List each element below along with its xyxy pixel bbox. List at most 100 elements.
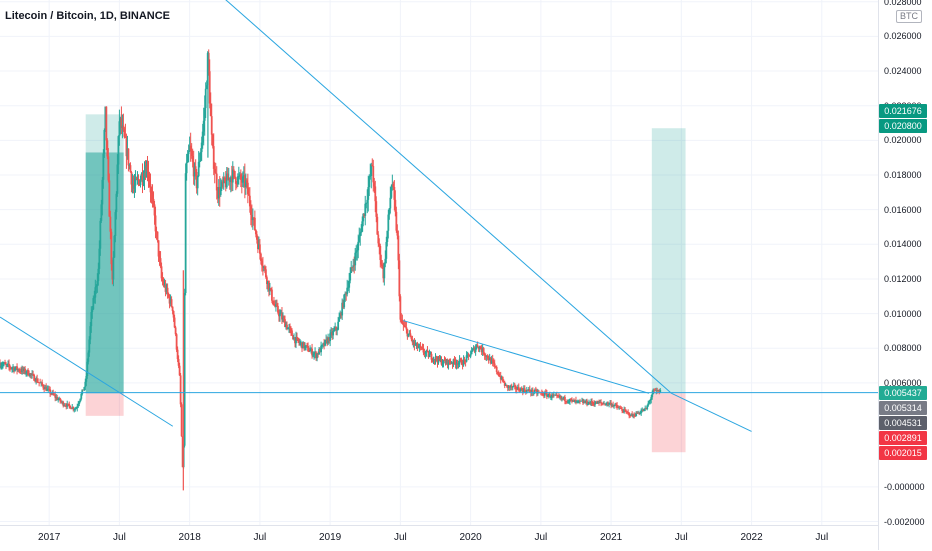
candle-body <box>446 359 449 366</box>
candle-body <box>30 373 33 375</box>
candle-body <box>648 401 651 404</box>
candle-body <box>451 363 454 365</box>
candle-body <box>594 403 596 405</box>
candle-body <box>34 380 37 382</box>
candle-body <box>92 298 95 310</box>
currency-unit-badge[interactable]: BTC <box>896 10 922 23</box>
candle-body <box>497 373 500 377</box>
trendline-layer[interactable] <box>0 0 878 432</box>
candle-body <box>566 401 568 403</box>
candle-body <box>406 329 409 337</box>
candle-body <box>473 347 476 352</box>
candle-body <box>363 213 366 216</box>
candle-body <box>141 173 144 183</box>
candle-body <box>485 355 488 357</box>
y-tick-label: 0.010000 <box>884 308 922 319</box>
candle-body <box>43 387 46 390</box>
candle-body <box>81 389 84 394</box>
candle-body <box>102 153 105 180</box>
candle-body <box>56 397 59 400</box>
candle-body <box>11 368 13 369</box>
candle-body <box>236 176 239 184</box>
candle-body <box>44 386 47 390</box>
candle-body <box>271 289 273 301</box>
candle-body <box>163 284 166 286</box>
candle-body <box>65 405 68 407</box>
candle-body <box>659 389 662 393</box>
candle-body <box>14 368 16 371</box>
candle-body <box>233 170 236 178</box>
candle-body <box>608 403 610 405</box>
candle-body <box>464 359 467 362</box>
candle-body <box>91 309 94 313</box>
candle-body <box>430 353 433 360</box>
candle-body <box>622 410 625 413</box>
candle-body <box>393 186 396 200</box>
candle-body <box>517 387 520 391</box>
candle-body <box>548 393 551 398</box>
candle-body <box>373 182 376 187</box>
candle-body <box>312 354 314 356</box>
candle-body <box>230 177 233 183</box>
candle-body <box>343 294 346 308</box>
candle-body <box>291 330 293 336</box>
candle-body <box>162 281 165 286</box>
candle-body <box>492 361 495 364</box>
candle-body <box>45 386 48 391</box>
candle-body <box>496 371 499 374</box>
candle-body <box>545 392 548 397</box>
candle-body <box>174 327 177 335</box>
candle-body <box>487 358 490 361</box>
candle-body <box>168 296 171 304</box>
candle-body <box>159 258 162 267</box>
candle-body <box>567 401 569 403</box>
candle-body <box>127 148 130 166</box>
candle-body <box>156 231 159 241</box>
candle-body <box>18 369 20 372</box>
candle-body <box>371 164 374 167</box>
candle-body <box>328 337 331 342</box>
candle-body <box>240 179 243 183</box>
candle-body <box>348 280 351 288</box>
candle-body <box>86 361 89 377</box>
candle-body <box>321 344 324 346</box>
candle-body <box>546 395 549 397</box>
symbol-title: Litecoin / Bitcoin, 1D, BINANCE <box>5 10 171 22</box>
candle-body <box>84 381 87 388</box>
candle-body <box>561 397 563 399</box>
candle-body <box>599 402 601 403</box>
candle-body <box>169 299 172 304</box>
candle-body <box>232 169 235 171</box>
candle-body <box>619 407 622 409</box>
candle-body <box>508 385 511 388</box>
candle-body <box>210 116 213 135</box>
candle-body <box>284 319 286 328</box>
candle-body <box>8 363 10 367</box>
candle-body <box>203 108 206 121</box>
candle-body <box>515 389 518 391</box>
candle-body <box>212 146 215 169</box>
candle-body <box>202 120 205 132</box>
candle-body <box>143 172 146 180</box>
price-chart[interactable] <box>0 0 878 525</box>
candle-body <box>400 319 403 321</box>
candle-body <box>142 179 145 183</box>
candle-body <box>167 293 170 297</box>
candle-body <box>152 198 155 205</box>
candle-body <box>422 348 425 353</box>
x-tick-label: Jul <box>113 532 126 543</box>
position-zones[interactable] <box>85 114 686 453</box>
candle-body <box>595 401 597 404</box>
candle-body <box>592 403 594 404</box>
candle-body <box>654 389 657 391</box>
candle-body <box>347 287 350 289</box>
candle-body <box>201 131 204 143</box>
candle-body <box>397 235 400 261</box>
time-axis[interactable] <box>0 525 878 551</box>
candle-body <box>287 327 289 330</box>
candle-body <box>204 88 207 109</box>
candle-body <box>250 214 253 221</box>
candle-body <box>173 317 176 328</box>
candle-body <box>67 403 70 405</box>
